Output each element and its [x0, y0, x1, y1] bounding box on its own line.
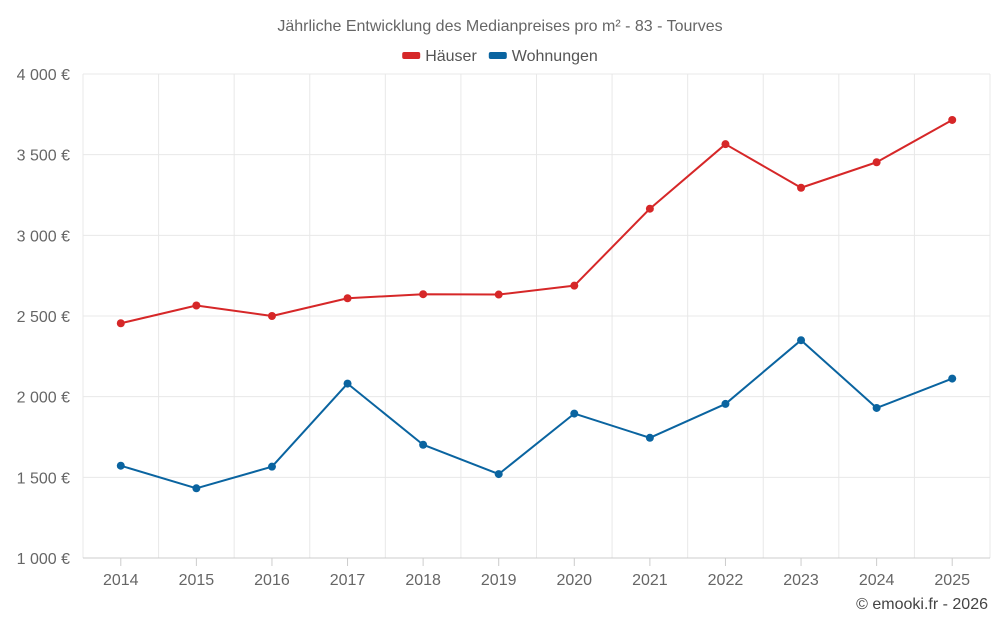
data-point-wohnungen[interactable] [948, 374, 957, 383]
data-point-wohnungen[interactable] [721, 399, 730, 408]
x-tick-label: 2025 [934, 572, 970, 589]
x-tick-label: 2018 [405, 572, 441, 589]
legend-swatch [488, 52, 507, 59]
chart-title: Jährliche Entwicklung des Medianpreises … [277, 18, 722, 35]
data-point-wohnungen[interactable] [267, 462, 276, 471]
legend-label: Häuser [425, 48, 477, 65]
legend-item-wohnungen[interactable]: Wohnungen [488, 48, 598, 65]
y-tick-label: 3 500 € [17, 148, 70, 165]
y-axis: 1 000 € 1 500 € 2 000 € 2 500 € 3 000 € 3 500… [17, 67, 70, 568]
data-point-häuser[interactable] [645, 204, 654, 213]
data-point-häuser[interactable] [192, 301, 201, 310]
x-tick-label: 2021 [632, 572, 668, 589]
data-point-häuser[interactable] [797, 183, 806, 192]
data-point-häuser[interactable] [494, 290, 503, 299]
x-tick-label: 2016 [254, 572, 290, 589]
series-line-wohnungen [120, 339, 953, 490]
x-tick-label: 2022 [708, 572, 744, 589]
data-point-wohnungen[interactable] [872, 403, 881, 412]
y-tick-label: 1 000 € [17, 551, 70, 568]
x-tick-label: 2020 [556, 572, 592, 589]
data-point-wohnungen[interactable] [797, 336, 806, 345]
data-point-wohnungen[interactable] [494, 470, 503, 479]
x-tick-label: 2023 [783, 572, 819, 589]
data-point-häuser[interactable] [343, 294, 352, 303]
data-point-häuser[interactable] [948, 115, 957, 124]
x-tick-label: 2024 [859, 572, 895, 589]
y-tick-label: 4 000 € [17, 67, 70, 84]
data-point-häuser[interactable] [267, 312, 276, 320]
grid [82, 73, 991, 559]
data-point-häuser[interactable] [872, 158, 881, 167]
data-point-häuser[interactable] [116, 319, 125, 328]
x-axis: 2014 2015 2016 2017 2018 2019 2020 2021 2022 2023… [83, 557, 990, 589]
data-point-wohnungen[interactable] [192, 484, 201, 493]
y-tick-label: 1 500 € [17, 470, 70, 487]
data-point-wohnungen[interactable] [645, 433, 654, 442]
data-point-wohnungen[interactable] [343, 379, 352, 388]
data-point-häuser[interactable] [570, 281, 579, 290]
y-tick-label: 2 500 € [17, 309, 70, 326]
credit-text: © emooki.fr - 2026 [856, 596, 988, 613]
data-point-häuser[interactable] [419, 290, 428, 299]
x-tick-label: 2019 [481, 572, 517, 589]
y-tick-label: 3 000 € [17, 228, 70, 245]
series-layer [116, 115, 957, 493]
data-point-häuser[interactable] [721, 140, 730, 149]
x-tick-label: 2017 [330, 572, 366, 589]
series-line-häuser [120, 119, 953, 325]
x-tick-label: 2015 [179, 572, 215, 589]
y-tick-label: 2 000 € [17, 390, 70, 407]
legend-item-häuser[interactable]: Häuser [402, 48, 477, 65]
data-point-wohnungen[interactable] [419, 440, 428, 449]
legend-label: Wohnungen [512, 48, 598, 65]
data-point-wohnungen[interactable] [570, 409, 579, 418]
data-point-wohnungen[interactable] [116, 461, 125, 470]
legend-swatch [402, 52, 421, 59]
legend: Häuser Wohnungen [402, 48, 598, 65]
x-tick-label: 2014 [103, 572, 139, 589]
